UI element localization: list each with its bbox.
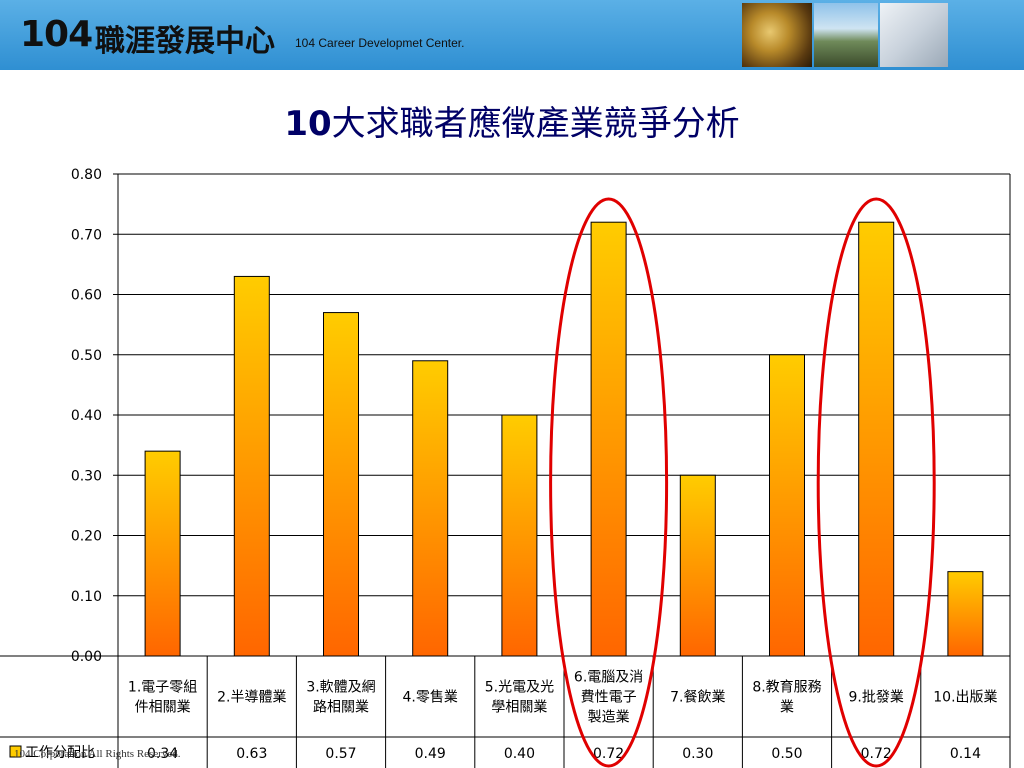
x-category-label: 9.批發業 <box>849 690 904 706</box>
paper-photo <box>880 3 948 67</box>
data-label: 0.72 <box>861 746 892 762</box>
x-category-label-line: 1.電子零組 <box>128 680 197 696</box>
y-tick-label: 0.80 <box>71 167 102 183</box>
header-banner: 104 職涯發展中心 104 Career Developmet Center. <box>0 0 1024 70</box>
y-tick-label: 0.00 <box>71 649 102 665</box>
x-category-label-line: 5.光電及光 <box>485 680 554 696</box>
highlight-ellipse <box>816 197 936 768</box>
y-tick-label: 0.40 <box>71 408 102 424</box>
highlight-ellipse <box>549 197 669 768</box>
copyright-text: 104 Corporation All Rights Reserved. <box>14 748 181 760</box>
x-category-label: 2.半導體業 <box>217 690 286 706</box>
x-category-label-line: 件相關業 <box>135 700 191 716</box>
y-tick-label: 0.20 <box>71 529 102 545</box>
data-label: 0.34 <box>147 746 178 762</box>
legend-swatch <box>9 745 22 758</box>
data-label: 0.72 <box>593 746 624 762</box>
x-category-label-line: 4.零售業 <box>403 690 458 706</box>
slide-title: 10大求職者應徵產業競爭分析 <box>0 96 1024 145</box>
bar <box>769 354 805 657</box>
x-category-label: 7.餐飲業 <box>670 690 725 706</box>
bar <box>323 312 359 657</box>
data-label: 0.57 <box>325 746 356 762</box>
y-tick-label: 0.60 <box>71 288 102 304</box>
x-category-label-line: 2.半導體業 <box>217 690 286 706</box>
x-category-label: 10.出版業 <box>933 690 997 706</box>
bar <box>501 414 538 657</box>
x-category-label-line: 學相關業 <box>491 700 547 716</box>
x-category-label: 5.光電及光學相關業 <box>485 680 554 716</box>
legend-label: 工作分配比 <box>25 745 95 761</box>
data-label: 0.40 <box>504 746 535 762</box>
x-category-label-line: 製造業 <box>588 710 630 726</box>
x-category-label-line: 6.電腦及消 <box>574 670 643 686</box>
x-category-label-line: 業 <box>780 700 794 716</box>
logo-number: 104 <box>20 14 93 55</box>
y-tick-label: 0.50 <box>71 348 102 364</box>
bar <box>144 450 181 657</box>
y-tick-label: 0.10 <box>71 589 102 605</box>
x-category-label-line: 7.餐飲業 <box>670 690 725 706</box>
x-category-label-line: 費性電子 <box>581 690 637 706</box>
x-category-label-line: 8.教育服務 <box>752 680 821 696</box>
x-category-label: 3.軟體及網路相關業 <box>306 680 375 716</box>
bar <box>412 360 449 657</box>
slide-title-text: 大求職者應徵產業競爭分析 <box>331 104 740 144</box>
slide-title-number: 10 <box>284 104 332 144</box>
x-category-label: 6.電腦及消費性電子製造業 <box>574 670 643 726</box>
x-category-label-line: 3.軟體及網 <box>306 680 375 696</box>
logo-english: 104 Career Developmet Center. <box>295 36 465 50</box>
x-category-label: 4.零售業 <box>403 690 458 706</box>
data-label: 0.49 <box>415 746 446 762</box>
logo-name: 職涯發展中心 <box>95 24 275 59</box>
x-category-label-line: 路相關業 <box>313 700 369 716</box>
bar-chart: 0.00 0.10 0.20 0.30 0.40 0.50 0.60 0.70 0.80 1.電子… <box>0 167 1011 768</box>
y-tick-label: 0.70 <box>71 227 102 243</box>
bar <box>590 221 627 657</box>
bar <box>947 571 984 657</box>
x-category-label: 8.教育服務業 <box>752 680 821 716</box>
bar <box>679 474 716 657</box>
x-category-label: 1.電子零組件相關業 <box>128 680 197 716</box>
data-label: 0.50 <box>771 746 802 762</box>
road-photo <box>814 3 878 67</box>
data-label: 0.30 <box>682 746 713 762</box>
y-tick-label: 0.30 <box>71 468 102 484</box>
bar <box>233 275 270 657</box>
x-category-label-line: 10.出版業 <box>933 690 997 706</box>
bar <box>858 221 895 657</box>
compass-photo <box>742 3 812 67</box>
data-label: 0.14 <box>950 746 981 762</box>
data-label: 0.63 <box>236 746 267 762</box>
x-category-label-line: 9.批發業 <box>849 690 904 706</box>
